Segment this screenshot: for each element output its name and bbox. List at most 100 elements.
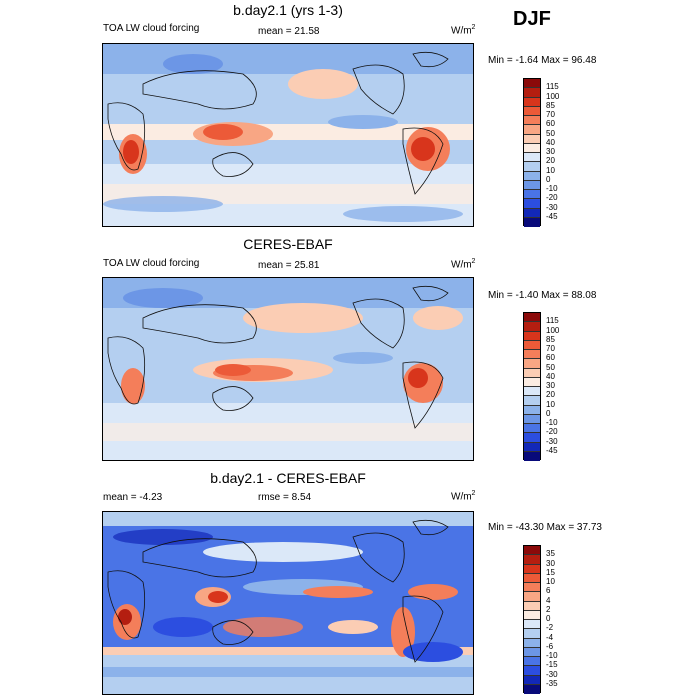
- panel-1-colorbar-segment: [524, 199, 540, 209]
- panel-2-colorbar-segment: [524, 396, 540, 406]
- panel-3-colorbar-segment: [524, 610, 540, 620]
- panel-2-colorbar-segment: [524, 433, 540, 443]
- panel-2-colorbar-tick-label: 20: [546, 390, 555, 400]
- panel-3-colorbar-tick-label: 4: [546, 595, 551, 605]
- panel-3-colorbar-segment: [524, 666, 540, 676]
- panel-2-colorbar-segment: [524, 405, 540, 415]
- panel-1-colorbar-tick-label: -30: [546, 202, 558, 212]
- panel-1-colorbar: [523, 78, 541, 227]
- panel-2-colorbar-tick-label: 40: [546, 371, 555, 381]
- panel-1-colorbar-segment: [524, 125, 540, 135]
- panel-3-minmax: Min = -43.30 Max = 37.73: [488, 522, 602, 533]
- panel-1-colorbar-tick-label: 50: [546, 128, 555, 138]
- panel-2-map: [102, 277, 474, 461]
- panel-2-units: W/m2: [451, 258, 476, 271]
- panel-1-colorbar-tick-label: 115: [546, 82, 559, 92]
- panel-3-rmse-label: rmse = 8.54: [258, 492, 312, 503]
- panel-1-colorbar-segment: [524, 134, 540, 144]
- panel-3-colorbar: [523, 545, 541, 694]
- panel-2-colorbar-segment: [524, 313, 540, 323]
- panel-3-colorbar-segment: [524, 684, 540, 694]
- panel-2-colorbar-tick-label: 60: [546, 353, 555, 363]
- panel-1-colorbar-segment: [524, 116, 540, 126]
- panel-3-colorbar-tick-label: -4: [546, 632, 554, 642]
- panel-2-colorbar-segment: [524, 350, 540, 360]
- panel-2-colorbar-segment: [524, 451, 540, 461]
- panel-3-colorbar-tick-label: 6: [546, 586, 551, 596]
- panel-2-minmax: Min = -1.40 Max = 88.08: [488, 290, 597, 301]
- panel-1-colorbar-tick-label: 70: [546, 110, 555, 119]
- panel-1-colorbar-segment: [524, 143, 540, 153]
- panel-3-units: W/m2: [451, 490, 476, 503]
- panel-3-colorbar-segment: [524, 573, 540, 583]
- panel-1-colorbar-tick-label: 20: [546, 156, 555, 166]
- panel-3-colorbar-tick-label: 30: [546, 558, 555, 568]
- panel-1-colorbar-segment: [524, 162, 540, 172]
- panel-3-colorbar-segment: [524, 620, 540, 630]
- panel-3-colorbar-tick-label: 0: [546, 614, 551, 623]
- panel-1-mean-label: mean = 21.58: [258, 26, 320, 37]
- panel-3-colorbar-segment: [524, 555, 540, 565]
- panel-3-colorbar-segment: [524, 638, 540, 648]
- panel-3-colorbar-tick-label: 15: [546, 567, 555, 577]
- panel-2-title: CERES-EBAF: [243, 236, 333, 252]
- panel-2-colorbar-segment: [524, 442, 540, 452]
- panel-1-colorbar-segment: [524, 106, 540, 116]
- panel-3-colorbar-segment: [524, 592, 540, 602]
- panel-3-colorbar-tick-label: -2: [546, 623, 554, 633]
- panel-2-colorbar-tick-label: -10: [546, 418, 558, 427]
- panel-2-colorbar-segment: [524, 414, 540, 424]
- panel-2-variable-label: TOA LW cloud forcing: [103, 258, 200, 269]
- panel-3-colorbar-segment: [524, 647, 540, 657]
- panel-3-colorbar-tick-label: 10: [546, 577, 555, 586]
- panel-3-mean-label: mean = -4.23: [103, 492, 163, 503]
- panel-1-colorbar-tick-label: -45: [546, 211, 558, 221]
- panel-1-colorbar-segment: [524, 97, 540, 107]
- panel-1-colorbar-tick-label: -10: [546, 184, 558, 193]
- panel-1-colorbar-tick-label: 60: [546, 119, 555, 129]
- panel-2-colorbar-tick-label: -30: [546, 436, 558, 446]
- panel-2-colorbar-tick-label: 0: [546, 408, 551, 418]
- panel-1-colorbar-segment: [524, 79, 540, 89]
- panel-3-colorbar-tick-label: -15: [546, 660, 558, 670]
- panel-3-colorbar-segment: [524, 546, 540, 556]
- panel-1-map: [102, 43, 474, 227]
- panel-2-colorbar-tick-label: 30: [546, 381, 555, 390]
- panel-3-colorbar-tick-label: -6: [546, 641, 554, 651]
- panel-2-colorbar-segment: [524, 368, 540, 378]
- panel-3-colorbar-tick-label: -35: [546, 678, 558, 688]
- panel-2-colorbar-segment: [524, 377, 540, 387]
- panel-2-colorbar: [523, 312, 541, 461]
- panel-1-colorbar-tick-label: 10: [546, 165, 555, 175]
- panel-1-variable-label: TOA LW cloud forcing: [103, 23, 200, 34]
- panel-2-colorbar-tick-label: 115: [546, 316, 559, 326]
- panel-1-colorbar-tick-label: 85: [546, 100, 555, 110]
- panel-2-colorbar-tick-label: -20: [546, 427, 558, 437]
- panel-1-colorbar-tick-label: 40: [546, 137, 555, 147]
- panel-2-colorbar-tick-label: 70: [546, 344, 555, 353]
- panel-2-colorbar-tick-label: 100: [546, 325, 560, 335]
- panel-2-colorbar-tick-label: 85: [546, 334, 555, 344]
- panel-2-colorbar-segment: [524, 424, 540, 434]
- panel-1-colorbar-segment: [524, 190, 540, 200]
- panel-2-colorbar-segment: [524, 322, 540, 332]
- panel-2-colorbar-segment: [524, 359, 540, 369]
- panel-3-map: [102, 511, 474, 695]
- panel-1-colorbar-tick-label: 0: [546, 174, 551, 184]
- panel-2-colorbar-segment: [524, 331, 540, 341]
- panel-1-units: W/m2: [451, 24, 476, 37]
- panel-1-colorbar-segment: [524, 208, 540, 218]
- panel-1-minmax: Min = -1.64 Max = 96.48: [488, 55, 597, 66]
- panel-3-colorbar-segment: [524, 583, 540, 593]
- panel-3-colorbar-tick-label: 2: [546, 604, 551, 614]
- panel-1-colorbar-tick-label: 30: [546, 147, 555, 156]
- panel-1-colorbar-segment: [524, 171, 540, 181]
- panel-1-colorbar-segment: [524, 217, 540, 227]
- panel-2-colorbar-segment: [524, 340, 540, 350]
- panel-3-colorbar-segment: [524, 564, 540, 574]
- panel-3-colorbar-tick-label: -30: [546, 669, 558, 679]
- panel-3-colorbar-segment: [524, 601, 540, 611]
- panel-2-colorbar-tick-label: 10: [546, 399, 555, 409]
- panel-2-colorbar-tick-label: 50: [546, 362, 555, 372]
- panel-3-colorbar-segment: [524, 629, 540, 639]
